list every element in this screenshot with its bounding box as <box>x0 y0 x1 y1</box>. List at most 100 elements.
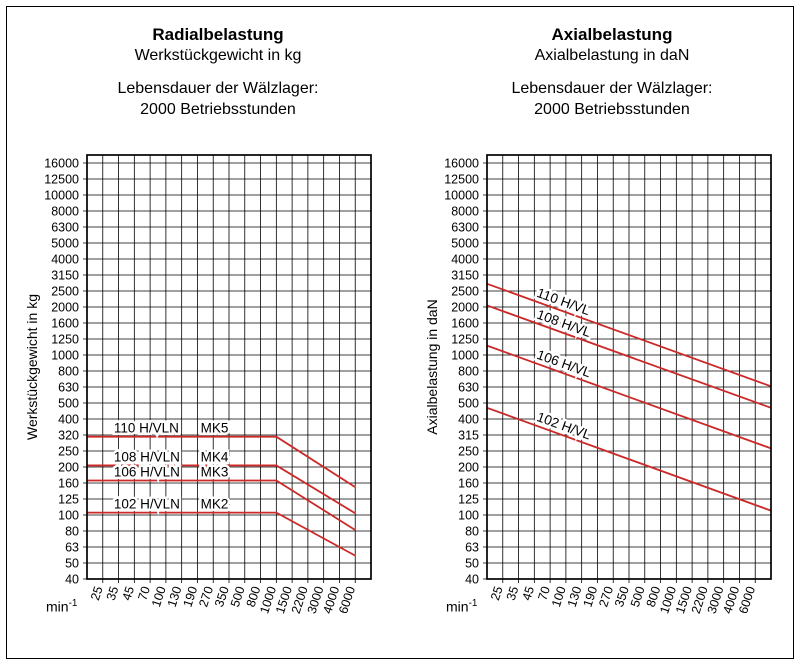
x-tick-label: 70 <box>535 585 553 603</box>
y-tick-label: 160 <box>58 476 79 490</box>
series-label: 106 H/VL <box>535 347 593 380</box>
y-tick-label: 5000 <box>51 236 79 250</box>
y-tick-label: 125 <box>458 492 479 506</box>
y-tick-label: 400 <box>458 412 479 426</box>
y-tick-label: 16000 <box>444 156 479 170</box>
series-mk-label: MK2 <box>201 497 229 512</box>
series-label: 102 H/VLN <box>114 497 180 512</box>
series-line <box>486 406 772 512</box>
y-tick-label: 16000 <box>44 156 79 170</box>
y-tick-label: 500 <box>58 396 79 410</box>
radial-lifetime-note-line1: Lebensdauer der Wälzlager: <box>117 80 319 97</box>
y-tick-label: 800 <box>458 364 479 378</box>
y-tick-label: 320 <box>58 428 79 442</box>
x-tick-label: 190 <box>581 585 601 609</box>
series-label: 110 H/VLN <box>114 421 179 436</box>
series-line <box>87 479 356 531</box>
y-tick-label: 1600 <box>451 316 479 330</box>
x-tick-label: 100 <box>149 585 169 609</box>
series-line <box>486 304 772 409</box>
y-tick-label: 4000 <box>451 252 479 266</box>
y-tick-label: 12500 <box>44 172 79 186</box>
radial-lifetime-note-line2: 2000 Betriebsstunden <box>140 101 296 118</box>
y-tick-label: 50 <box>65 556 79 570</box>
radial-chart-title: Radialbelastung <box>152 25 284 44</box>
series-line <box>87 464 356 515</box>
y-tick-label: 630 <box>58 380 79 394</box>
y-tick-label: 2000 <box>451 300 479 314</box>
y-tick-label: 40 <box>465 572 479 586</box>
y-tick-label: 8000 <box>451 204 479 218</box>
x-tick-label: 100 <box>549 585 569 609</box>
y-tick-label: 10000 <box>444 188 479 202</box>
x-tick-label: 500 <box>628 585 648 609</box>
x-tick-label: 270 <box>196 585 216 609</box>
y-tick-label: 630 <box>458 380 479 394</box>
y-tick-label: 10000 <box>44 188 79 202</box>
axial-lifetime-note-line2: 2000 Betriebsstunden <box>534 101 690 118</box>
y-tick-label: 500 <box>458 396 479 410</box>
axial-x-axis-unit: min-1 <box>446 598 477 615</box>
x-tick-label: 35 <box>104 585 122 603</box>
x-tick-label: 25 <box>488 585 506 603</box>
series-label: 106 H/VLN <box>114 465 180 480</box>
axial-chart-header: Axialbelastung Axialbelastung in daN Leb… <box>442 24 782 120</box>
spacer <box>48 66 388 78</box>
y-tick-label: 50 <box>465 556 479 570</box>
radial-plot-svg: 2535457010013019027035050080010001500220… <box>44 154 372 615</box>
y-tick-label: 1600 <box>51 316 79 330</box>
y-tick-label: 2500 <box>451 284 479 298</box>
y-tick-label: 200 <box>58 460 79 474</box>
y-tick-label: 800 <box>58 364 79 378</box>
spacer <box>442 66 782 78</box>
unit-exponent: -1 <box>68 598 78 609</box>
y-tick-label: 4000 <box>51 252 79 266</box>
y-tick-label: 63 <box>65 540 79 554</box>
y-tick-label: 2500 <box>51 284 79 298</box>
y-tick-label: 400 <box>58 412 79 426</box>
y-tick-label: 200 <box>458 460 479 474</box>
y-tick-label: 250 <box>458 444 479 458</box>
y-tick-label: 6300 <box>51 220 79 234</box>
x-tick-label: 45 <box>120 585 138 603</box>
outer-border <box>6 6 794 659</box>
x-tick-label: 800 <box>244 585 264 609</box>
y-tick-label: 6300 <box>451 220 479 234</box>
axial-chart-title: Axialbelastung <box>551 25 673 44</box>
radial-chart-subtitle: Werkstückgewicht in kg <box>134 47 302 64</box>
x-tick-label: 500 <box>228 585 248 609</box>
y-tick-label: 80 <box>65 524 79 538</box>
x-tick-label: 130 <box>565 585 585 609</box>
y-tick-label: 100 <box>58 508 79 522</box>
x-tick-label: 800 <box>644 585 664 609</box>
y-tick-label: 12500 <box>444 172 479 186</box>
x-tick-label: 70 <box>135 585 153 603</box>
unit-base: min <box>46 598 69 615</box>
radial-chart-header: Radialbelastung Werkstückgewicht in kg L… <box>48 24 388 120</box>
y-tick-label: 40 <box>65 572 79 586</box>
y-tick-label: 315 <box>458 428 479 442</box>
x-tick-label: 130 <box>165 585 185 609</box>
x-tick-label: 350 <box>612 585 632 609</box>
axial-lifetime-note-line1: Lebensdauer der Wälzlager: <box>511 80 713 97</box>
series-mk-label: MK4 <box>201 449 229 464</box>
x-tick-label: 35 <box>504 585 522 603</box>
y-tick-label: 1250 <box>51 332 79 346</box>
unit-exponent: -1 <box>468 598 478 609</box>
series-line <box>486 344 772 450</box>
y-tick-label: 100 <box>458 508 479 522</box>
axial-chart-subtitle: Axialbelastung in daN <box>534 47 690 64</box>
y-tick-label: 1000 <box>451 348 479 362</box>
radial-x-axis-unit: min-1 <box>46 598 77 615</box>
series-mk-label: MK3 <box>201 465 229 480</box>
y-tick-label: 125 <box>58 492 79 506</box>
series-line <box>87 435 356 488</box>
x-tick-label: 190 <box>181 585 201 609</box>
x-tick-label: 270 <box>596 585 616 609</box>
y-tick-label: 63 <box>465 540 479 554</box>
y-tick-label: 5000 <box>451 236 479 250</box>
unit-base: min <box>446 598 469 615</box>
y-tick-label: 2000 <box>51 300 79 314</box>
y-tick-label: 1000 <box>51 348 79 362</box>
